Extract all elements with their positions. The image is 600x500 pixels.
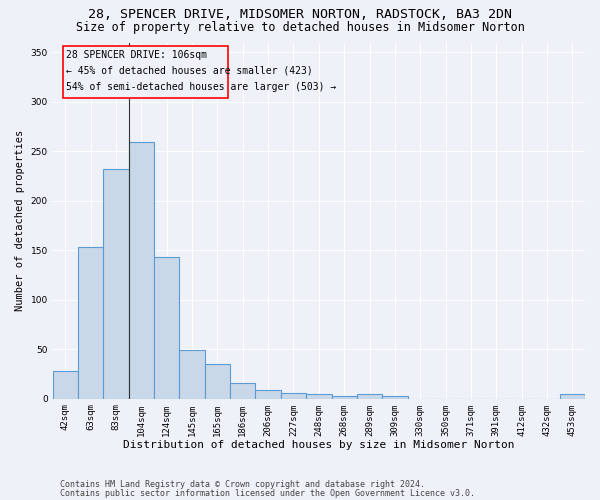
Bar <box>129 142 154 398</box>
Bar <box>179 350 205 399</box>
Bar <box>205 364 230 398</box>
Text: Contains public sector information licensed under the Open Government Licence v3: Contains public sector information licen… <box>60 489 475 498</box>
Bar <box>306 394 332 398</box>
Bar <box>560 394 585 398</box>
Bar <box>230 383 256 398</box>
Text: Contains HM Land Registry data © Crown copyright and database right 2024.: Contains HM Land Registry data © Crown c… <box>60 480 425 489</box>
X-axis label: Distribution of detached houses by size in Midsomer Norton: Distribution of detached houses by size … <box>123 440 515 450</box>
Bar <box>154 257 179 398</box>
Bar <box>281 393 306 398</box>
Bar <box>103 169 129 398</box>
Bar <box>382 396 407 398</box>
Text: Size of property relative to detached houses in Midsomer Norton: Size of property relative to detached ho… <box>76 21 524 34</box>
Text: 54% of semi-detached houses are larger (503) →: 54% of semi-detached houses are larger (… <box>66 82 336 92</box>
Bar <box>332 396 357 398</box>
Text: 28 SPENCER DRIVE: 106sqm: 28 SPENCER DRIVE: 106sqm <box>66 50 207 59</box>
Bar <box>53 371 78 398</box>
FancyBboxPatch shape <box>64 46 229 98</box>
Text: ← 45% of detached houses are smaller (423): ← 45% of detached houses are smaller (42… <box>66 66 313 76</box>
Y-axis label: Number of detached properties: Number of detached properties <box>15 130 25 311</box>
Bar <box>78 248 103 398</box>
Bar <box>357 394 382 398</box>
Bar <box>256 390 281 398</box>
Text: 28, SPENCER DRIVE, MIDSOMER NORTON, RADSTOCK, BA3 2DN: 28, SPENCER DRIVE, MIDSOMER NORTON, RADS… <box>88 8 512 20</box>
